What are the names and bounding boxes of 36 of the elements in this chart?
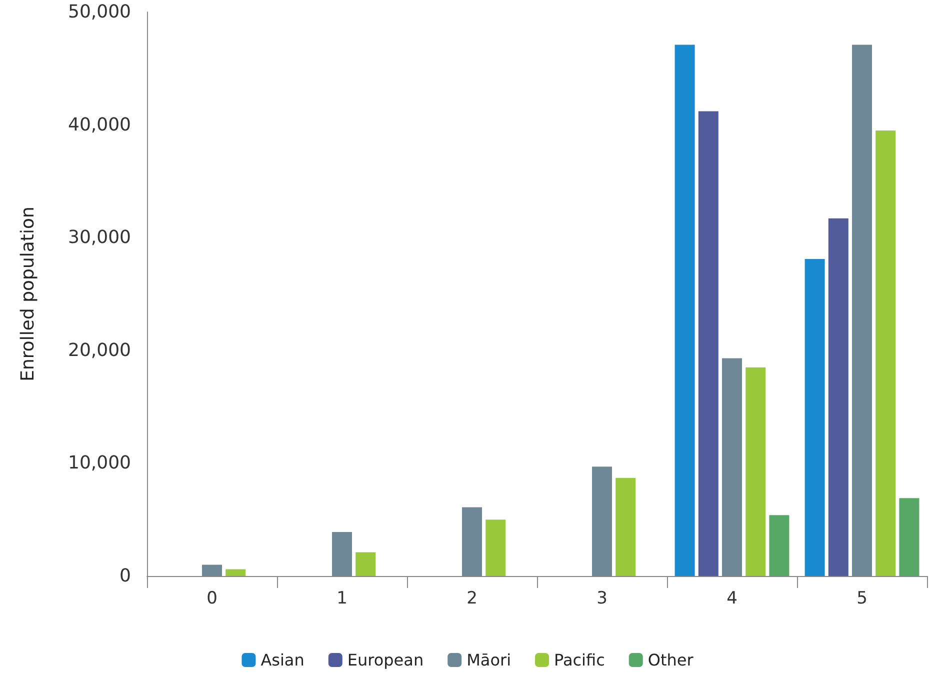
y-tick-label: 50,000 (68, 2, 131, 22)
bar (722, 358, 742, 576)
y-tick-label: 0 (120, 566, 131, 586)
x-tick-label: 4 (726, 588, 738, 608)
legend-label: European (347, 650, 424, 670)
legend-label: Other (648, 650, 694, 670)
bar (828, 218, 848, 576)
bar (899, 498, 920, 576)
x-tick-label: 5 (856, 588, 868, 608)
y-tick-label: 30,000 (68, 227, 131, 248)
bar (698, 111, 718, 576)
bar (486, 520, 506, 576)
bar (852, 44, 872, 576)
bar (769, 515, 790, 576)
y-tick-label: 40,000 (68, 114, 131, 136)
x-tick-label: 0 (206, 588, 218, 608)
bar (226, 569, 246, 576)
bar (356, 552, 376, 576)
bar (616, 478, 636, 576)
bar (202, 564, 222, 576)
x-tick-label: 2 (466, 588, 478, 608)
x-tick-label: 1 (336, 588, 348, 608)
legend-label: Pacific (554, 650, 605, 670)
bar (876, 130, 896, 576)
x-tick-label: 3 (596, 588, 608, 608)
bar (332, 532, 352, 576)
y-tick-label: 20,000 (68, 340, 131, 361)
legend-label: Māori (466, 650, 512, 670)
y-axis-title: Enrolled population (18, 206, 38, 382)
bar (462, 507, 482, 576)
y-tick-label: 10,000 (68, 452, 131, 474)
bar (746, 367, 766, 576)
bar (674, 44, 695, 576)
bar (592, 466, 612, 576)
legend-label: Asian (260, 650, 304, 670)
bar (804, 259, 825, 576)
